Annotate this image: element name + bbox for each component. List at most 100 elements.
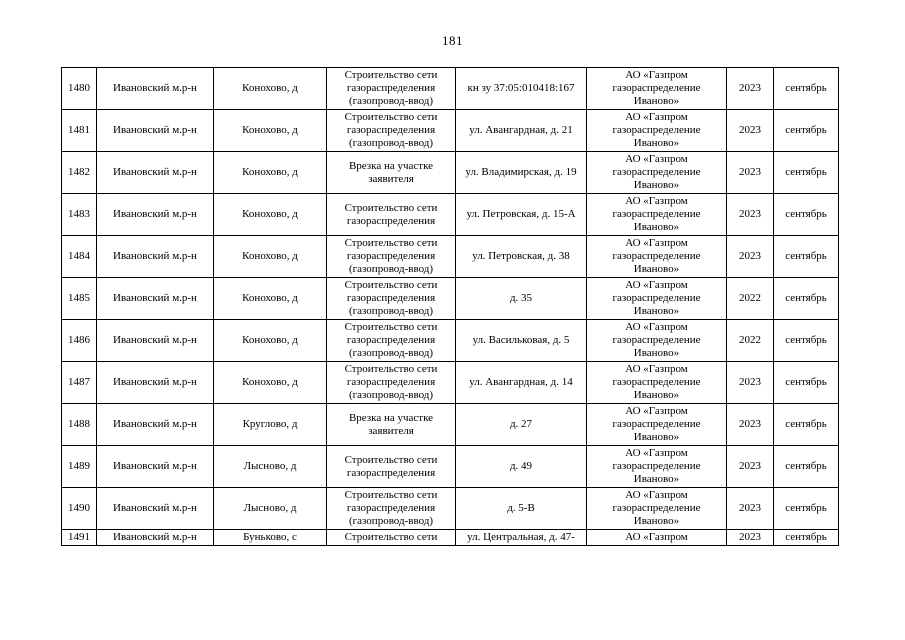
table-row: 1487 Ивановский м.р-н Конохово, д Строитель… (61, 361, 839, 404)
cell-num: 1480 (61, 67, 97, 110)
table-row: 1482 Ивановский м.р-н Конохово, д Врезка на… (61, 151, 839, 194)
cell-org: АО «Газпром газораспределение Иваново» (586, 487, 727, 530)
cell-address: д. 35 (455, 277, 587, 320)
cell-org: АО «Газпром газораспределение Иваново» (586, 151, 727, 194)
cell-org: АО «Газпром газораспределение Иваново» (586, 67, 727, 110)
cell-work: Строительство сети газораспределения (326, 445, 456, 488)
cell-month: сентябрь (773, 235, 839, 278)
cell-month: сентябрь (773, 445, 839, 488)
cell-district: Ивановский м.р-н (96, 445, 214, 488)
cell-year: 2023 (726, 361, 774, 404)
cell-num: 1484 (61, 235, 97, 278)
cell-address: ул. Петровская, д. 38 (455, 235, 587, 278)
cell-settlement: Конохово, д (213, 67, 327, 110)
cell-work: Строительство сети газораспределения (326, 193, 456, 236)
cell-settlement: Круглово, д (213, 403, 327, 446)
cell-num: 1491 (61, 529, 97, 546)
cell-settlement: Конохово, д (213, 361, 327, 404)
cell-district: Ивановский м.р-н (96, 403, 214, 446)
cell-month: сентябрь (773, 403, 839, 446)
cell-year: 2022 (726, 277, 774, 320)
cell-district: Ивановский м.р-н (96, 361, 214, 404)
table-row: 1488 Ивановский м.р-н Круглово, д Врезка на… (61, 403, 839, 446)
cell-year: 2023 (726, 235, 774, 278)
cell-org: АО «Газпром газораспределение Иваново» (586, 109, 727, 152)
cell-month: сентябрь (773, 277, 839, 320)
cell-district: Ивановский м.р-н (96, 193, 214, 236)
cell-settlement: Конохово, д (213, 151, 327, 194)
cell-year: 2023 (726, 109, 774, 152)
cell-work: Строительство сети газораспределения (га… (326, 109, 456, 152)
cell-district: Ивановский м.р-н (96, 319, 214, 362)
cell-work: Строительство сети газораспределения (га… (326, 67, 456, 110)
cell-year: 2022 (726, 319, 774, 362)
cell-address: кн зу 37:05:010418:167 (455, 67, 587, 110)
table-row: 1489 Ивановский м.р-н Лысново, д Строительс… (61, 445, 839, 488)
cell-address: ул. Владимирская, д. 19 (455, 151, 587, 194)
cell-settlement: Буньково, с (213, 529, 327, 546)
cell-work: Строительство сети газораспределения (га… (326, 235, 456, 278)
cell-settlement: Конохово, д (213, 193, 327, 236)
cell-settlement: Лысново, д (213, 487, 327, 530)
cell-work: Врезка на участке заявителя (326, 151, 456, 194)
cell-settlement: Конохово, д (213, 319, 327, 362)
cell-address: д. 27 (455, 403, 587, 446)
cell-district: Ивановский м.р-н (96, 109, 214, 152)
cell-year: 2023 (726, 529, 774, 546)
cell-address: д. 49 (455, 445, 587, 488)
cell-settlement: Конохово, д (213, 235, 327, 278)
cell-month: сентябрь (773, 529, 839, 546)
cell-address: ул. Петровская, д. 15-А (455, 193, 587, 236)
cell-settlement: Лысново, д (213, 445, 327, 488)
table-row: 1486 Ивановский м.р-н Конохово, д Строитель… (61, 319, 839, 362)
cell-org: АО «Газпром газораспределение Иваново» (586, 319, 727, 362)
cell-org: АО «Газпром газораспределение Иваново» (586, 277, 727, 320)
cell-address: ул. Васильковая, д. 5 (455, 319, 587, 362)
cell-month: сентябрь (773, 67, 839, 110)
cell-month: сентябрь (773, 151, 839, 194)
cell-org: АО «Газпром газораспределение Иваново» (586, 193, 727, 236)
cell-month: сентябрь (773, 487, 839, 530)
cell-district: Ивановский м.р-н (96, 487, 214, 530)
cell-month: сентябрь (773, 319, 839, 362)
cell-address: ул. Авангардная, д. 21 (455, 109, 587, 152)
cell-year: 2023 (726, 67, 774, 110)
cell-district: Ивановский м.р-н (96, 151, 214, 194)
table-row: 1485 Ивановский м.р-н Конохово, д Строитель… (61, 277, 839, 320)
cell-num: 1481 (61, 109, 97, 152)
table-row: 1480 Ивановский м.р-н Конохово, д Строитель… (61, 67, 839, 110)
cell-org: АО «Газпром газораспределение Иваново» (586, 445, 727, 488)
page-number: 181 (442, 33, 463, 48)
cell-month: сентябрь (773, 361, 839, 404)
cell-num: 1485 (61, 277, 97, 320)
cell-year: 2023 (726, 193, 774, 236)
cell-month: сентябрь (773, 193, 839, 236)
cell-org: АО «Газпром газораспределение Иваново» (586, 235, 727, 278)
cell-work: Строительство сети газораспределения (га… (326, 277, 456, 320)
cell-num: 1488 (61, 403, 97, 446)
cell-year: 2023 (726, 445, 774, 488)
cell-num: 1489 (61, 445, 97, 488)
cell-district: Ивановский м.р-н (96, 277, 214, 320)
cell-address: ул. Центральная, д. 47- (455, 529, 587, 546)
cell-district: Ивановский м.р-н (96, 235, 214, 278)
cell-work: Врезка на участке заявителя (326, 403, 456, 446)
cell-settlement: Конохово, д (213, 109, 327, 152)
cell-address: д. 5-В (455, 487, 587, 530)
cell-num: 1487 (61, 361, 97, 404)
cell-org: АО «Газпром газораспределение Иваново» (586, 403, 727, 446)
table-row: 1491 Ивановский м.р-н Буньково, с Строитель… (61, 529, 839, 546)
cell-num: 1483 (61, 193, 97, 236)
cell-work: Строительство сети газораспределения (га… (326, 361, 456, 404)
cell-settlement: Конохово, д (213, 277, 327, 320)
cell-org: АО «Газпром газораспределение Иваново» (586, 361, 727, 404)
cell-work: Строительство сети газораспределения (га… (326, 487, 456, 530)
table-row: 1481 Ивановский м.р-н Конохово, д Строитель… (61, 109, 839, 152)
table-row: 1490 Ивановский м.р-н Лысново, д Строительс… (61, 487, 839, 530)
cell-year: 2023 (726, 487, 774, 530)
cell-year: 2023 (726, 151, 774, 194)
cell-district: Ивановский м.р-н (96, 529, 214, 546)
cell-address: ул. Авангардная, д. 14 (455, 361, 587, 404)
cell-num: 1486 (61, 319, 97, 362)
